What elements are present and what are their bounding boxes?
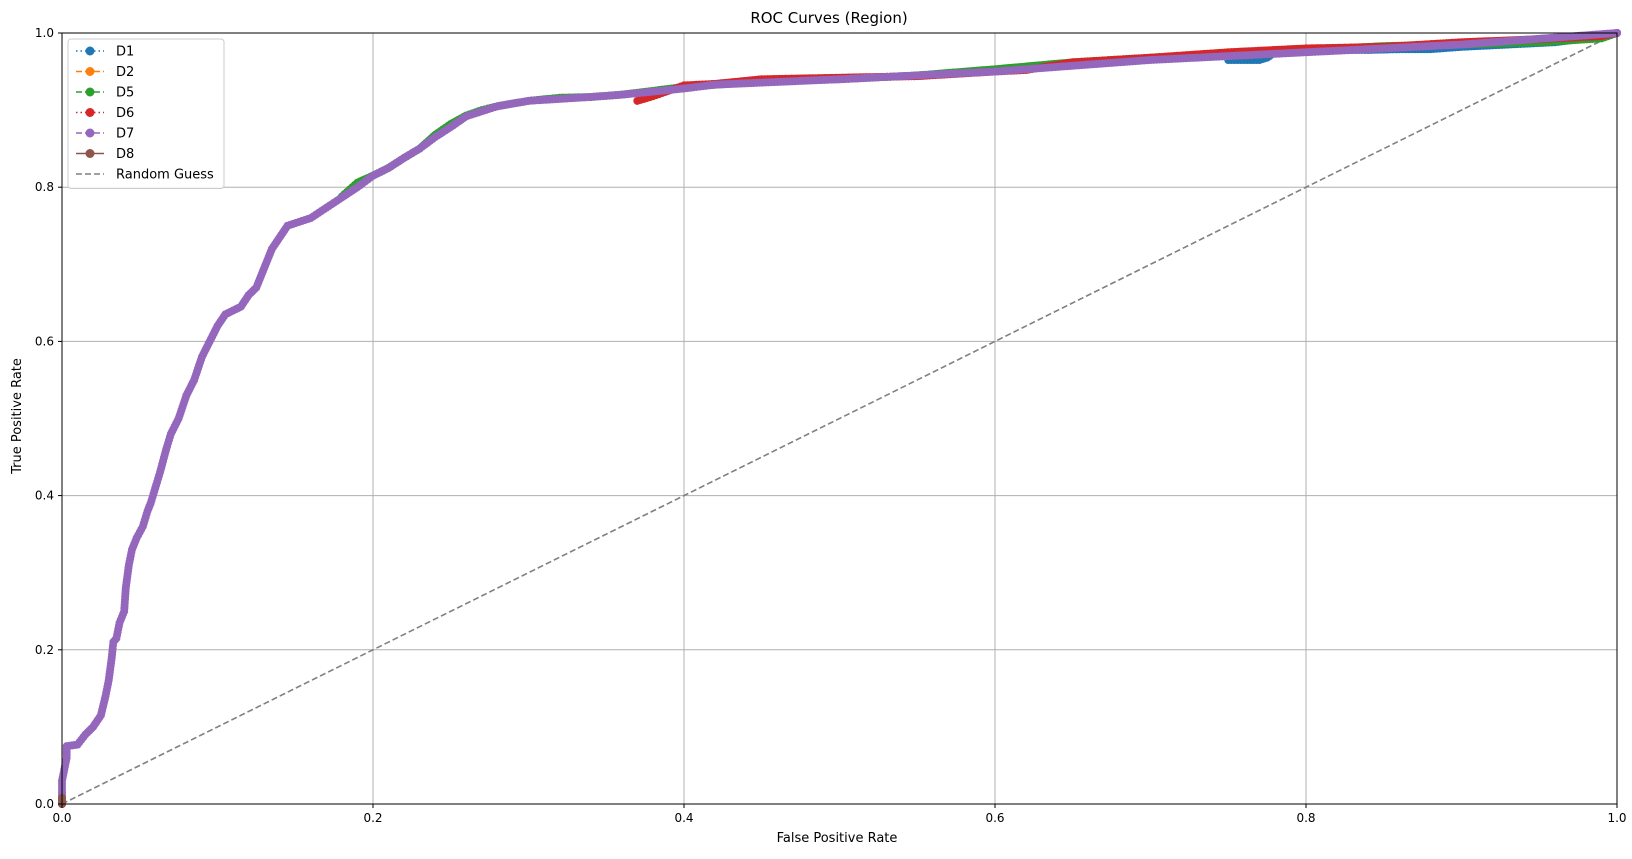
plot-frame [61, 32, 1618, 805]
random-guess-line [61, 32, 1618, 805]
tick-layer: 0.0 0.2 0.4 0.6 0.8 1.0 0.0 0.2 0.4 0.6 0.8 1.0 [35, 26, 1627, 825]
legend-label: D6 [116, 106, 134, 121]
legend-entry-d6: D6 [76, 106, 134, 121]
x-tick-label: 0.6 [985, 811, 1004, 825]
y-tick-label: 0.0 [35, 797, 54, 811]
legend-marker [85, 149, 95, 158]
chart-title: ROC Curves (Region) [750, 9, 907, 27]
legend-entry-d1: D1 [76, 45, 134, 60]
x-tick-label: 0.0 [52, 811, 71, 825]
legend-marker [85, 108, 95, 117]
legend-entry-d5: D5 [76, 86, 134, 101]
legend-marker [85, 87, 95, 97]
legend-marker [85, 46, 95, 56]
legend-entry-d2: D2 [76, 65, 134, 80]
legend-marker [85, 128, 95, 138]
series-layer [58, 29, 1621, 808]
legend-label: Random Guess [116, 168, 214, 183]
legend-label: D5 [116, 86, 134, 101]
y-tick-label: 0.4 [35, 489, 54, 503]
x-axis-label: False Positive Rate [777, 831, 898, 846]
legend: D1 D2 D5 D6 D7 D8 Random Guess [67, 38, 225, 189]
y-tick-label: 0.8 [35, 180, 54, 194]
y-axis-label: True Positive Rate [10, 358, 25, 475]
y-tick-label: 0.2 [35, 643, 54, 657]
legend-entry-random-guess: Random Guess [76, 168, 214, 183]
y-tick-label: 1.0 [35, 26, 54, 40]
legend-label: D2 [116, 65, 134, 80]
legend-entry-d7: D7 [76, 127, 134, 142]
legend-label: D8 [116, 147, 134, 162]
legend-label: D7 [116, 127, 134, 142]
legend-entry-d8: D8 [76, 147, 134, 162]
x-tick-label: 0.4 [674, 811, 693, 825]
series-d7 [58, 29, 1621, 808]
x-tick-label: 0.8 [1296, 811, 1315, 825]
legend-marker [85, 67, 95, 76]
legend-box [67, 38, 225, 189]
legend-label: D1 [116, 45, 134, 60]
x-tick-label: 1.0 [1607, 811, 1626, 825]
x-tick-label: 0.2 [363, 811, 382, 825]
reference-layer [61, 32, 1618, 805]
y-tick-label: 0.6 [35, 334, 54, 348]
